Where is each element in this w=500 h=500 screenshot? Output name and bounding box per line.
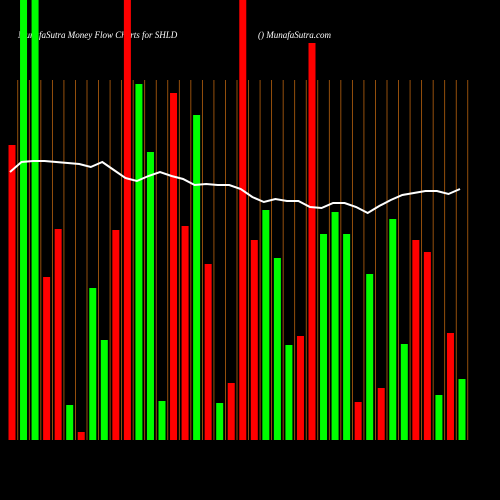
bar [20, 0, 28, 440]
bar [262, 210, 270, 440]
bar [181, 226, 189, 440]
bar [296, 336, 304, 440]
bar [354, 402, 362, 440]
bar [193, 115, 201, 440]
bar [216, 403, 224, 440]
bar [89, 288, 97, 440]
bar [66, 405, 74, 440]
bar [320, 234, 328, 440]
bar [366, 274, 374, 440]
bar [239, 0, 247, 440]
bar [8, 145, 16, 440]
bar [31, 0, 39, 440]
bar [400, 344, 408, 440]
bar [77, 432, 85, 440]
chart-subtitle: () MunafaSutra.com [258, 30, 331, 40]
bar [458, 379, 466, 440]
bar [250, 240, 258, 440]
bar [285, 345, 293, 440]
bar [273, 258, 281, 440]
bar [343, 234, 351, 440]
bar [43, 277, 51, 440]
average-line [9, 160, 461, 215]
bar [123, 0, 131, 440]
bar [435, 395, 443, 440]
bar [170, 93, 178, 440]
bar [54, 229, 62, 440]
bar [135, 84, 143, 440]
bar [158, 401, 166, 440]
bar [227, 383, 235, 440]
bar [100, 340, 108, 440]
bar [377, 388, 385, 440]
bar [389, 219, 397, 440]
bar [331, 212, 339, 440]
chart-title: MunafaSutra Money Flow Charts for SHLD [17, 30, 178, 40]
bar [446, 333, 454, 440]
bar [146, 152, 154, 440]
bar [112, 230, 120, 440]
bar [308, 43, 316, 440]
bar [204, 264, 212, 440]
bar [423, 252, 431, 440]
bar [412, 240, 420, 440]
